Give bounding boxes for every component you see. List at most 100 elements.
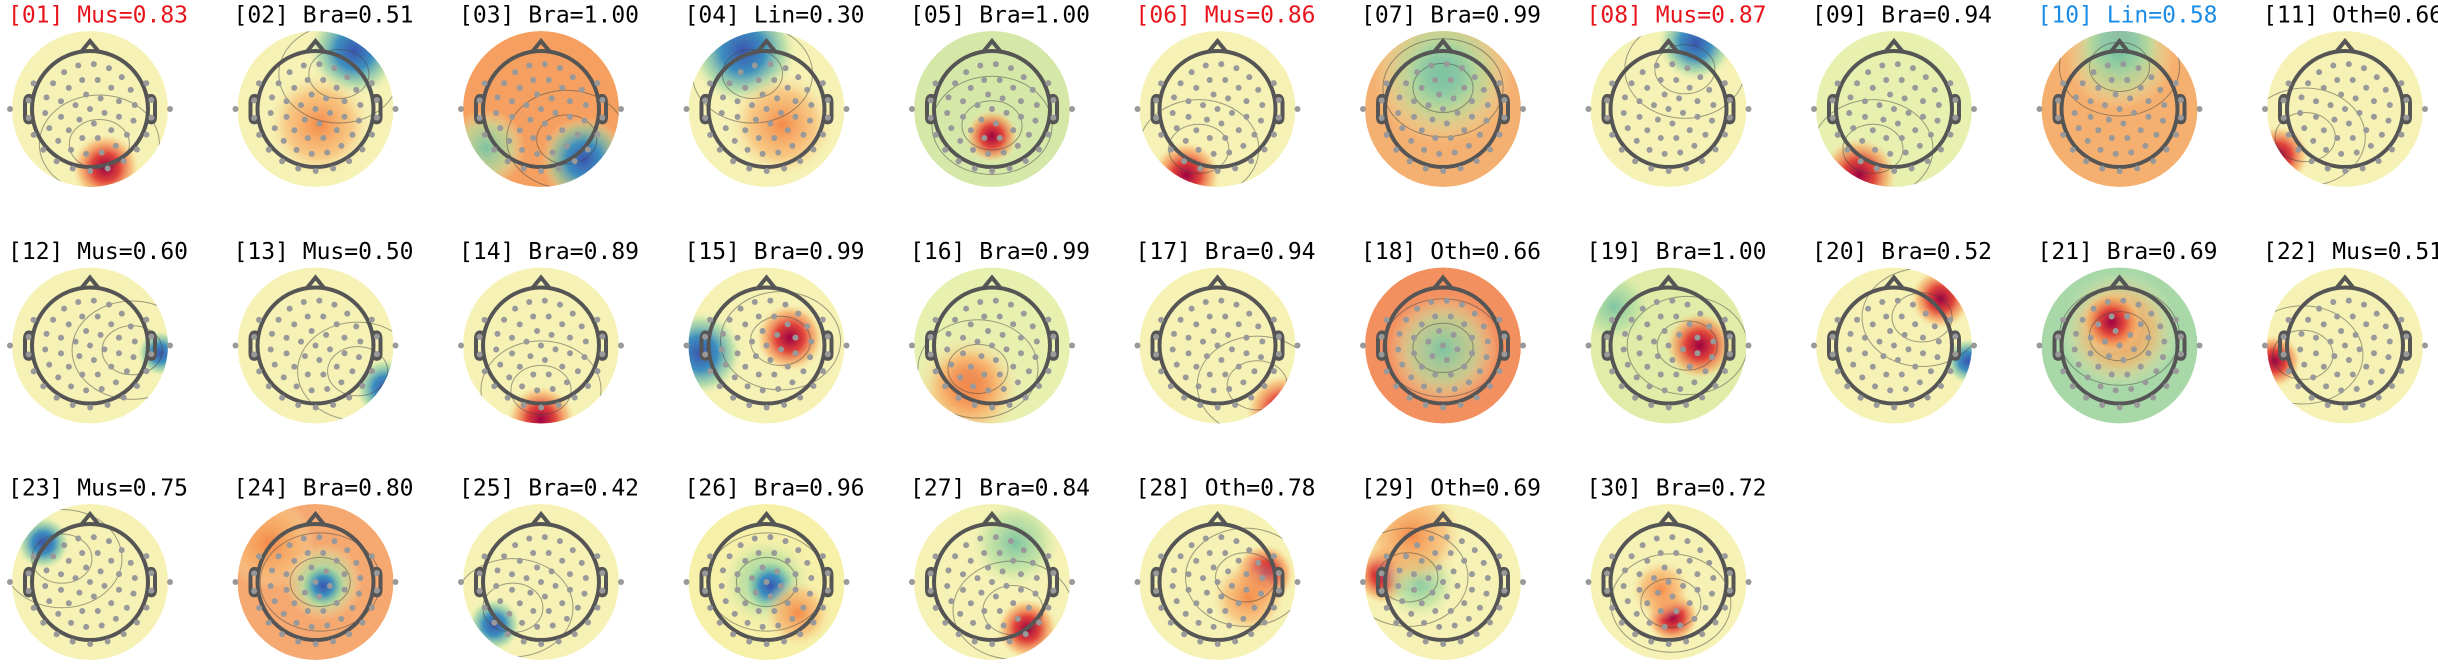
sensor — [1403, 80, 1410, 87]
sensor — [1457, 401, 1464, 408]
sensor — [574, 368, 581, 375]
sensor — [1683, 638, 1690, 645]
sensor — [320, 134, 327, 141]
sensor — [286, 542, 293, 549]
sensor — [2163, 382, 2170, 389]
sensor — [2177, 114, 2184, 121]
sensor — [2128, 385, 2135, 392]
component-label: [13] Mus=0.50 — [234, 239, 414, 265]
sensor — [746, 402, 753, 409]
sensor — [1010, 363, 1017, 370]
sensor — [971, 638, 978, 645]
sensor — [967, 600, 974, 607]
sensor — [1726, 587, 1733, 594]
sensor — [797, 158, 804, 165]
sensor — [1483, 354, 1490, 361]
head — [1157, 49, 1278, 169]
sensor — [963, 542, 970, 549]
ear-right — [1499, 330, 1510, 361]
head — [30, 522, 150, 642]
topomap-blob — [463, 109, 526, 187]
sensor — [718, 583, 725, 590]
ear-right — [1950, 93, 1961, 125]
sensor — [108, 600, 115, 607]
sensor — [1233, 538, 1240, 545]
sensor — [1846, 346, 1853, 353]
sensor — [1182, 610, 1189, 617]
sensor — [312, 404, 319, 411]
sensor — [1447, 550, 1454, 557]
sensor — [2375, 158, 2382, 165]
sensor — [312, 342, 319, 349]
sensor — [1206, 313, 1213, 320]
sensor — [1862, 350, 1869, 357]
sensor — [774, 95, 781, 102]
sensor — [843, 579, 850, 585]
component-label: [01] Mus=0.83 — [8, 3, 188, 29]
head — [30, 285, 150, 406]
sensor — [1214, 106, 1221, 112]
sensor — [1069, 106, 1075, 112]
sensor — [25, 333, 32, 340]
sensor — [1934, 117, 1941, 124]
sensor — [506, 610, 513, 617]
nose — [530, 274, 552, 290]
contour — [38, 94, 160, 187]
sensor — [843, 342, 850, 349]
component-label: [08] Mus=0.87 — [1587, 3, 1767, 29]
sensor — [1947, 131, 1954, 138]
sensor — [256, 368, 263, 375]
sensor — [2120, 356, 2127, 363]
sensor — [232, 106, 239, 112]
sensor — [563, 379, 570, 386]
sensor — [759, 623, 766, 630]
sensor — [960, 571, 967, 578]
sensor — [1169, 346, 1176, 353]
sensor — [1644, 600, 1651, 607]
sensor — [2055, 97, 2062, 104]
sensor — [1235, 127, 1242, 134]
sensor — [493, 583, 500, 590]
sensor — [1501, 114, 1508, 121]
sensor — [72, 338, 79, 345]
sensor — [2137, 84, 2144, 91]
component-label: [17] Bra=0.94 — [1136, 239, 1316, 265]
sensor — [2196, 106, 2203, 112]
sensor — [1669, 534, 1676, 541]
sensor — [2331, 116, 2338, 123]
sensor — [545, 550, 552, 557]
sensor — [291, 557, 298, 564]
sensor — [1891, 404, 1898, 411]
sensor — [1653, 535, 1660, 542]
sensor — [75, 62, 82, 69]
sensor — [999, 331, 1006, 338]
sensor — [1644, 127, 1651, 134]
sensor — [1222, 134, 1229, 141]
sensor — [55, 137, 62, 144]
sensor — [545, 313, 552, 320]
sensor — [55, 610, 62, 617]
sensor — [718, 346, 725, 353]
sensor — [2145, 334, 2152, 341]
sensor — [819, 316, 826, 323]
sensor — [2280, 114, 2287, 121]
component-label: [05] Bra=1.00 — [910, 3, 1090, 29]
sensor — [331, 65, 338, 72]
sensor — [1210, 564, 1217, 571]
sensor — [65, 363, 72, 370]
sensor — [1025, 131, 1032, 138]
sensor — [1240, 379, 1247, 386]
sensor — [948, 361, 955, 368]
sensor — [2320, 363, 2327, 370]
sensor — [316, 61, 323, 68]
sensor — [1210, 150, 1217, 157]
sensor — [702, 587, 709, 594]
sensor — [1633, 374, 1640, 381]
sensor — [341, 98, 348, 105]
sensor — [1185, 350, 1192, 357]
sensor — [1694, 350, 1701, 357]
sensor — [1408, 610, 1415, 617]
sensor — [2055, 114, 2062, 121]
component: [06] Mus=0.86 — [1134, 3, 1316, 187]
sensor — [1222, 77, 1229, 84]
